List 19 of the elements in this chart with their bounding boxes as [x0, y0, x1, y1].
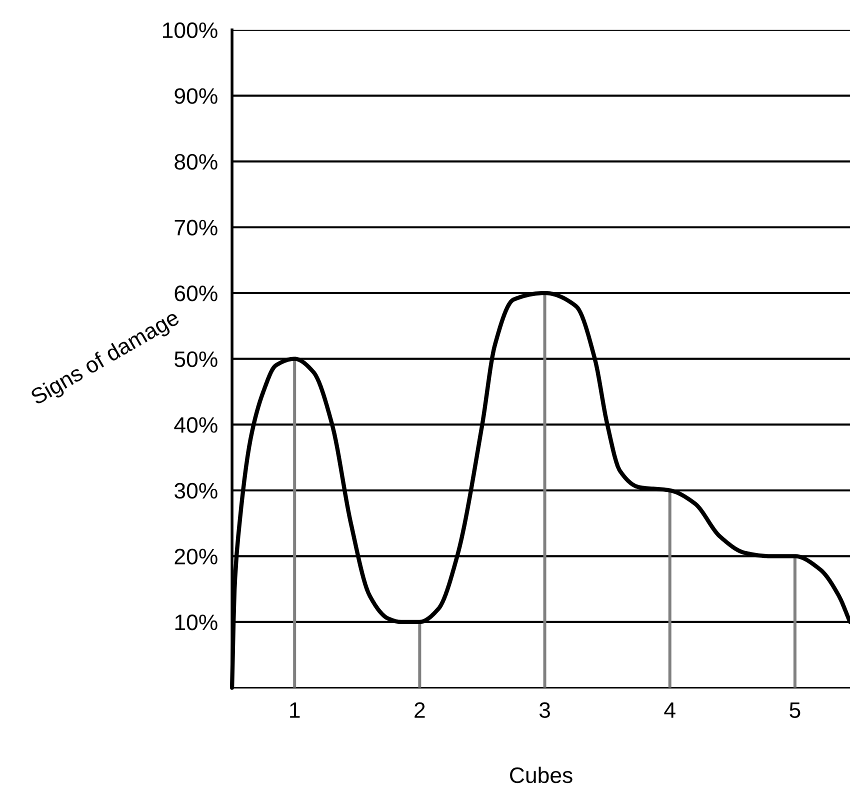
- bar: [293, 358, 296, 688]
- y-tick-label: 60%: [174, 286, 218, 302]
- bar: [793, 556, 796, 688]
- bar: [668, 490, 672, 688]
- x-tick-label: 3: [539, 702, 550, 718]
- x-tick-label: 2: [414, 702, 425, 718]
- x-tick-label: 5: [790, 702, 800, 718]
- y-tick-label: 90%: [174, 88, 218, 104]
- y-tick-label: 30%: [174, 482, 218, 499]
- x-axis-title: Cubes: [510, 766, 572, 784]
- y-tick-label: 100%: [163, 22, 218, 38]
- y-tick-label: 40%: [174, 417, 218, 433]
- y-tick-label: 80%: [174, 154, 218, 170]
- x-tick-label: 1: [290, 702, 300, 718]
- x-tick-label: 4: [664, 702, 676, 718]
- y-tick-label: 20%: [174, 548, 218, 564]
- y-tick-label: 70%: [174, 220, 218, 236]
- bar: [543, 293, 546, 688]
- y-tick-label: 10%: [175, 614, 218, 630]
